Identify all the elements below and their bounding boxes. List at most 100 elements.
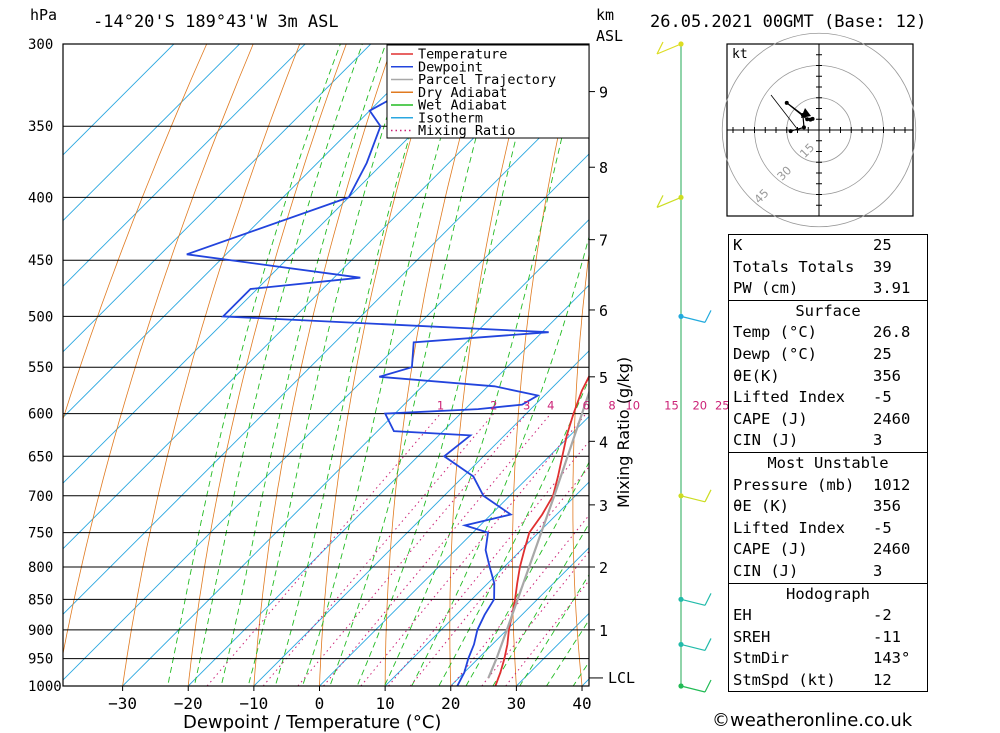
surface-title: Surface xyxy=(795,301,861,320)
dry-adiabat xyxy=(253,44,394,686)
dry-adiabat xyxy=(949,7,1000,712)
surface-index-row: Lifted Index -5 xyxy=(729,387,927,409)
mixing-ratio-label: 25 xyxy=(715,399,730,413)
credit-link[interactable]: ©weatheronline.co.uk xyxy=(712,710,913,731)
isotherm xyxy=(121,218,589,686)
most-unstable-title: Most Unstable xyxy=(767,453,889,472)
indices-hodograph: Hodograph EH -2 SREH -11 StmDir 143° StmSpd (k… xyxy=(729,582,927,692)
legend-entry: Parcel Trajectory xyxy=(418,72,556,88)
wet-adiabat xyxy=(274,44,439,686)
most-unstable-index-value: 356 xyxy=(873,497,901,516)
lcl-label: LCL xyxy=(608,669,635,687)
wet-adiabat xyxy=(519,573,589,686)
hodograph-title: Hodograph xyxy=(786,584,870,603)
wet-adiabat xyxy=(545,619,589,686)
wet-adiabat xyxy=(329,44,503,686)
basic-index-row: PW (cm) 3.91 xyxy=(729,278,927,300)
wet-adiabat xyxy=(302,44,469,686)
dry-adiabat xyxy=(63,44,208,421)
wet-adiabat xyxy=(492,522,589,686)
dry-adiabat xyxy=(572,250,589,686)
basic-index-key: K xyxy=(733,236,743,254)
dry-adiabat xyxy=(187,44,347,686)
isotherm xyxy=(63,44,372,353)
legend-entry: Isotherm xyxy=(418,110,483,126)
isotherm xyxy=(450,547,589,686)
indices-most-unstable: Most Unstable Pressure (mb) 1012 θE (K) 356… xyxy=(729,451,927,583)
hodograph-ring xyxy=(721,32,917,228)
dry-adiabat xyxy=(384,44,487,686)
surface-index-row: CAPE (J) 2460 xyxy=(729,409,927,431)
surface-index-value: 26.8 xyxy=(873,323,911,342)
mixing-ratio-line xyxy=(323,413,552,686)
hodograph-index-key: StmSpd (kt) xyxy=(733,670,836,689)
wet-adiabat xyxy=(193,44,363,686)
pressure-tick-label: 600 xyxy=(28,407,53,423)
most-unstable-index-key: CIN (J) xyxy=(733,561,799,580)
hodograph-index-row: StmSpd (kt) 12 xyxy=(729,670,927,692)
dewpoint-line xyxy=(186,44,549,686)
most-unstable-index-key: θE (K) xyxy=(733,497,789,516)
hodograph-point xyxy=(805,117,810,122)
pressure-tick-label: 400 xyxy=(28,190,53,206)
legend-entry: Dry Adiabat xyxy=(418,85,507,101)
surface-index-value: 25 xyxy=(873,344,892,363)
pressure-tick-label: 1000 xyxy=(28,679,62,695)
legend-entry: Dewpoint xyxy=(418,59,483,75)
isotherm xyxy=(63,44,241,222)
height-tick-label: 6 xyxy=(599,302,608,320)
surface-index-row: Temp (°C) 26.8 xyxy=(729,322,927,344)
x-tick-label: 20 xyxy=(441,694,460,713)
mixing-ratio-label: 1 xyxy=(437,399,444,413)
pressure-tick-label: 450 xyxy=(28,253,53,269)
x-tick-label: 30 xyxy=(507,694,526,713)
basic-index-key: PW (cm) xyxy=(733,279,799,298)
basic-index-value: 3.91 xyxy=(873,279,911,298)
height-tick-label: 4 xyxy=(599,433,608,451)
height-unit-km: km xyxy=(596,6,615,24)
isotherm xyxy=(63,153,589,681)
datetime-title: 26.05.2021 00GMT (Base: 12) xyxy=(650,12,927,32)
location-title: -14°20'S 189°43'W 3m ASL xyxy=(93,12,339,32)
dry-adiabat xyxy=(512,44,580,686)
most-unstable-index-row: CAPE (J) 2460 xyxy=(729,539,927,561)
mixing-ratio-label: 6 xyxy=(582,399,589,413)
wet-adiabat xyxy=(167,44,341,686)
pressure-tick-label: 350 xyxy=(28,119,53,135)
wet-adiabat xyxy=(384,44,586,686)
hodograph-point xyxy=(810,116,815,121)
most-unstable-index-value: 1012 xyxy=(873,475,911,494)
isotherm xyxy=(63,44,438,419)
surface-index-row: θE(K) 356 xyxy=(729,366,927,388)
hodograph-index-row: SREH -11 xyxy=(729,627,927,649)
x-tick-label: 40 xyxy=(572,694,591,713)
dry-adiabat xyxy=(319,44,440,686)
height-unit-asl: ASL xyxy=(596,27,624,45)
dry-adiabat xyxy=(449,44,533,686)
height-tick-label: 5 xyxy=(599,369,608,387)
surface-index-row: CIN (J) 3 xyxy=(729,430,927,452)
indices-table: K 25 Totals Totals 39 PW (cm) 3.91 Surface Te… xyxy=(728,234,928,693)
most-unstable-index-row: Lifted Index -5 xyxy=(729,518,927,540)
wind-barb xyxy=(680,638,712,652)
hodograph-index-row: StmDir 143° xyxy=(729,648,927,670)
mixing-ratio-label: 10 xyxy=(625,399,640,413)
isotherm xyxy=(63,44,175,156)
dry-adiabat xyxy=(63,44,254,656)
pressure-tick-label: 500 xyxy=(28,309,53,325)
surface-index-value: 3 xyxy=(873,431,883,450)
x-tick-label: −10 xyxy=(239,694,268,713)
pressure-tick-label: 300 xyxy=(28,37,53,53)
surface-index-key: Lifted Index xyxy=(733,388,845,407)
hodograph-point xyxy=(788,129,793,134)
legend-entry: Wet Adiabat xyxy=(418,98,507,114)
dry-adiabat xyxy=(122,44,301,686)
legend-entry: Mixing Ratio xyxy=(418,123,516,139)
pressure-tick-label: 750 xyxy=(28,526,53,542)
basic-index-value: 39 xyxy=(873,257,892,276)
surface-index-row: Dewp (°C) 25 xyxy=(729,344,927,366)
storm-motion-arrow xyxy=(801,108,811,118)
most-unstable-index-value: 3 xyxy=(873,561,883,580)
most-unstable-index-key: CAPE (J) xyxy=(733,540,808,559)
hodograph-index-key: StmDir xyxy=(733,649,789,668)
